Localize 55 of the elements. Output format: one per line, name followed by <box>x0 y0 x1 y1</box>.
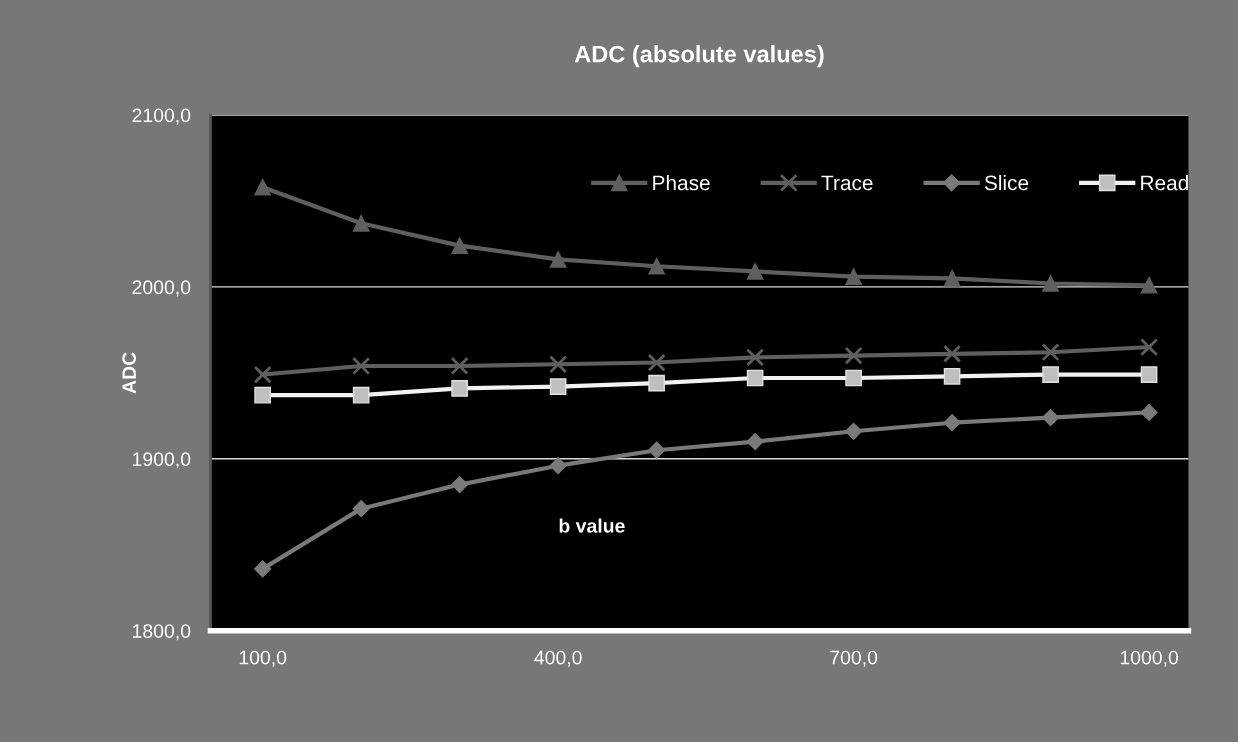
point <box>1041 343 1060 362</box>
point <box>352 214 370 232</box>
point <box>1140 366 1158 383</box>
point <box>254 386 271 404</box>
point <box>352 356 371 376</box>
y-tick-label: 2100,0 <box>132 108 191 125</box>
point <box>549 251 567 268</box>
point <box>746 263 764 280</box>
point <box>1042 366 1059 383</box>
point <box>845 369 862 387</box>
point <box>549 355 568 374</box>
point <box>746 433 764 451</box>
point <box>1140 403 1158 421</box>
point <box>1140 276 1158 294</box>
point <box>1042 408 1060 427</box>
point <box>746 369 764 387</box>
point <box>648 441 666 459</box>
point <box>549 378 567 395</box>
point <box>352 386 370 404</box>
legend-label: Trace <box>821 175 873 191</box>
x-tick-label: 1000,0 <box>1120 650 1179 667</box>
x-tick-label: 400,0 <box>534 650 582 667</box>
x-axis-title: b value <box>559 518 625 533</box>
point <box>647 353 666 372</box>
point <box>1140 338 1159 357</box>
point <box>746 348 765 367</box>
point <box>943 269 961 287</box>
point <box>451 476 469 494</box>
point <box>451 237 468 254</box>
y-tick-label: 1800,0 <box>133 624 191 641</box>
point <box>253 365 272 384</box>
point <box>254 560 272 578</box>
legend-label: Slice <box>984 175 1029 191</box>
point <box>451 379 468 397</box>
point <box>943 367 961 385</box>
y-axis-title: ADC <box>122 352 137 394</box>
point <box>845 422 863 440</box>
point <box>352 500 370 518</box>
legend-label: Read <box>1141 175 1188 191</box>
point <box>648 257 665 275</box>
point <box>648 374 665 392</box>
chart-title: ADC (absolute values) <box>574 45 824 68</box>
point <box>450 356 469 376</box>
x-tick-label: 100,0 <box>239 650 287 667</box>
y-tick-label: 2000,0 <box>132 280 191 297</box>
point <box>1042 275 1059 292</box>
point <box>254 178 271 196</box>
x-tick-label: 700,0 <box>830 650 878 667</box>
legend-label: Phase <box>653 175 710 191</box>
point <box>844 346 863 365</box>
y-tick-label: 1900,0 <box>133 452 191 469</box>
point <box>943 414 961 432</box>
point <box>549 457 567 475</box>
point <box>943 344 962 363</box>
point <box>845 268 862 285</box>
